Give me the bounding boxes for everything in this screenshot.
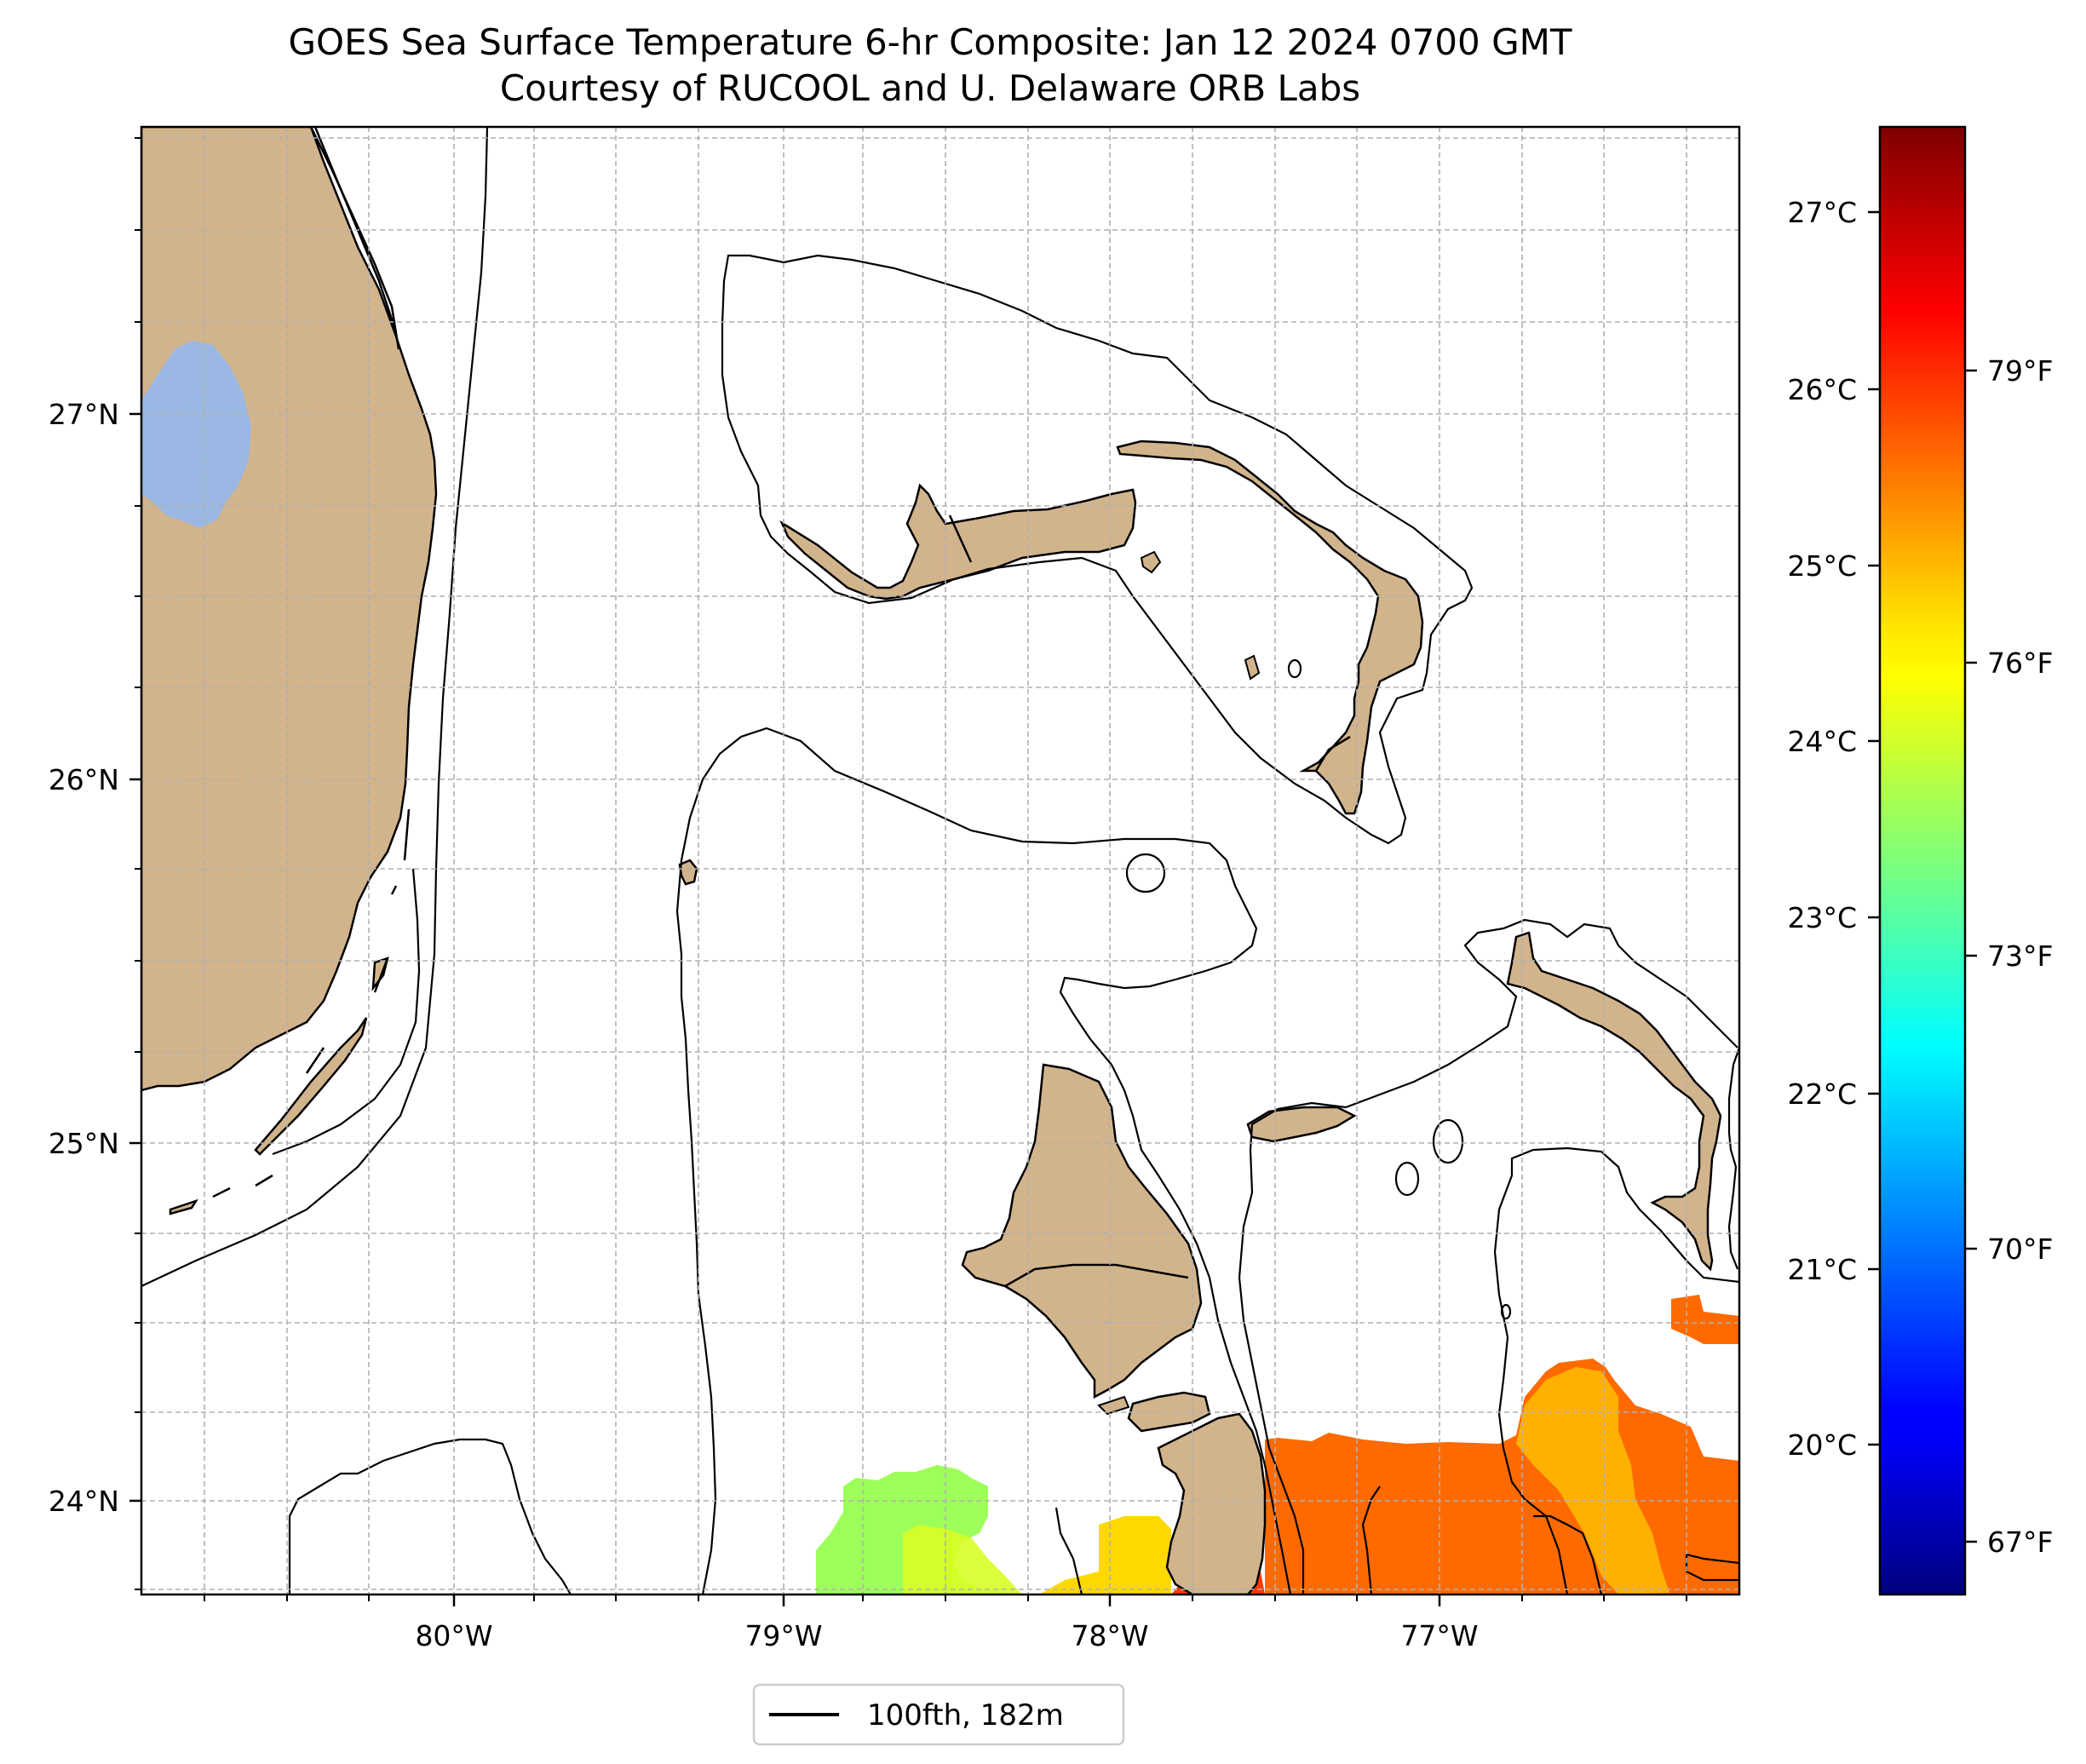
map-gridlines bbox=[141, 127, 1739, 1594]
map-plot-area bbox=[141, 127, 1739, 1594]
southeast-contour bbox=[1533, 1514, 1603, 1594]
colorbar-label-26c: 26°C bbox=[1787, 373, 1857, 406]
andros-islet-a bbox=[1097, 1395, 1130, 1416]
seamount-contour-e bbox=[1287, 658, 1302, 679]
seamount-contour-a bbox=[1432, 1118, 1464, 1164]
bimini-islands bbox=[678, 859, 698, 886]
map-frame bbox=[140, 125, 1741, 1596]
florida-shelf-contour bbox=[272, 868, 421, 1156]
east-edge-contour bbox=[1727, 1047, 1739, 1270]
map-minor-ticks bbox=[135, 137, 1687, 1601]
tongue-of-ocean-contour bbox=[1238, 918, 1738, 1594]
map-major-ticks bbox=[129, 412, 1441, 1606]
lon-label-80w: 80°W bbox=[415, 1619, 492, 1652]
colorbar-celsius-labels: 27°C 26°C 25°C 24°C 23°C 22°C 21°C 20°C bbox=[1787, 196, 1857, 1462]
colorbar-label-21c: 21°C bbox=[1787, 1253, 1857, 1286]
sst-patch-yellow-south bbox=[1039, 1516, 1171, 1594]
lat-label-25n: 25°N bbox=[49, 1127, 119, 1160]
lon-label-77w: 77°W bbox=[1400, 1619, 1478, 1652]
andros-island bbox=[961, 1063, 1203, 1399]
lat-label-26n: 26°N bbox=[49, 763, 119, 796]
abaco-islet bbox=[1244, 654, 1261, 681]
seamount-contour-b bbox=[1394, 1161, 1420, 1197]
lat-label-27n: 27°N bbox=[49, 398, 119, 431]
map-legend: 100fth, 182m bbox=[752, 1683, 1125, 1746]
andros-south-part bbox=[1127, 1391, 1211, 1433]
colorbar-label-76f: 76°F bbox=[1987, 646, 2053, 680]
colorbar-label-25c: 25°C bbox=[1787, 549, 1857, 583]
seamount-contour-d bbox=[1500, 1303, 1512, 1320]
grand-bahama-island bbox=[779, 483, 1137, 600]
colorbar-label-23c: 23°C bbox=[1787, 901, 1857, 934]
colorbar-label-70f: 70°F bbox=[1987, 1233, 2053, 1266]
exuma-sound-contour bbox=[1493, 1146, 1739, 1594]
colorbar-label-24c: 24°C bbox=[1787, 725, 1857, 758]
exuma-inner-contour bbox=[1361, 1485, 1381, 1594]
longitude-labels: 80°W 79°W 78°W 77°W bbox=[415, 1619, 1478, 1652]
colorbar-label-22c: 22°C bbox=[1787, 1077, 1857, 1111]
map-title-line1: GOES Sea Surface Temperature 6-hr Compos… bbox=[288, 21, 1572, 63]
grand-bahama-islet bbox=[1140, 550, 1162, 574]
colorbar-label-67f: 67°F bbox=[1987, 1526, 2053, 1559]
eleuthera-island bbox=[1506, 931, 1722, 1272]
colorbar-celsius-ticks bbox=[1868, 210, 1880, 1446]
lake-okeechobee bbox=[141, 341, 251, 528]
great-bahama-bank-north-contour bbox=[675, 727, 1292, 1594]
colorbar-label-27c: 27°C bbox=[1787, 196, 1857, 229]
legend-label: 100fth, 182m bbox=[867, 1698, 1064, 1732]
colorbar-label-73f: 73°F bbox=[1987, 939, 2053, 973]
island-internal-lines bbox=[948, 514, 1351, 1288]
colorbar-label-20c: 20°C bbox=[1787, 1428, 1857, 1462]
andros-bank-inner-contour bbox=[1054, 1507, 1083, 1594]
colorbar-fahrenheit-labels: 79°F 76°F 73°F 70°F 67°F bbox=[1987, 354, 2053, 1559]
map-title-line2: Courtesy of RUCOOL and U. Delaware ORB L… bbox=[500, 67, 1360, 109]
colorbar-fahrenheit-ticks bbox=[1965, 369, 1977, 1543]
legend-box bbox=[752, 1683, 1125, 1746]
latitude-labels: 27°N 26°N 25°N 24°N bbox=[49, 398, 119, 1518]
florida-straits-west-contour bbox=[141, 127, 489, 1287]
sst-patch-yellowgreen bbox=[903, 1525, 1022, 1594]
colorbar-label-79f: 79°F bbox=[1987, 354, 2053, 388]
colorbar-gradient bbox=[1878, 125, 1967, 1596]
lon-label-78w: 78°W bbox=[1071, 1619, 1148, 1652]
lat-label-24n: 24°N bbox=[49, 1485, 119, 1518]
sst-patch-northeast bbox=[1671, 1295, 1739, 1344]
sst-colorbar: 27°C 26°C 25°C 24°C 23°C 22°C 21°C 20°C … bbox=[1787, 125, 2053, 1596]
sst-patch-yellow-east bbox=[1516, 1367, 1669, 1594]
seamount-contour-c bbox=[1125, 853, 1166, 893]
abaco-islands bbox=[1116, 440, 1424, 815]
lon-label-79w: 79°W bbox=[744, 1619, 822, 1652]
